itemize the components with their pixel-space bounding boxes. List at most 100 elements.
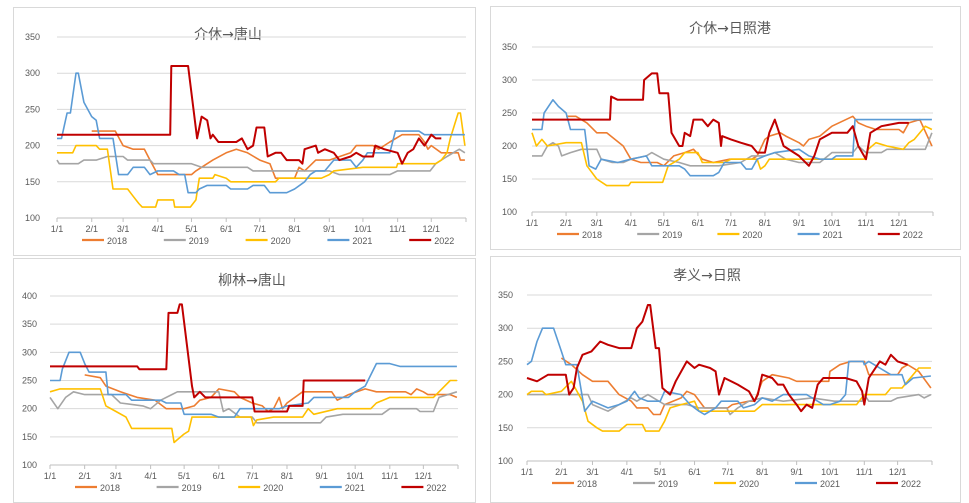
legend-label-2019: 2019 (662, 230, 682, 240)
x-tick-label: 6/1 (213, 471, 226, 481)
series-line-2020 (57, 112, 466, 208)
y-tick-label: 100 (502, 207, 517, 217)
y-tick-label: 200 (502, 141, 517, 151)
series-line-2021 (50, 351, 457, 418)
y-tick-label: 100 (22, 460, 37, 470)
series-line-2022 (50, 303, 366, 413)
x-tick-label: 1/1 (521, 467, 534, 477)
legend-label-2018: 2018 (100, 483, 120, 493)
y-tick-label: 350 (498, 290, 513, 300)
y-tick-label: 200 (498, 390, 513, 400)
legend-label-2018: 2018 (582, 230, 602, 240)
x-tick-label: 1/1 (51, 224, 64, 234)
x-tick-label: 8/1 (288, 224, 301, 234)
x-tick-label: 9/1 (315, 471, 328, 481)
x-tick-label: 8/1 (281, 471, 294, 481)
y-tick-label: 200 (22, 404, 37, 414)
legend-label-2018: 2018 (577, 479, 597, 489)
legend-label-2021: 2021 (345, 483, 365, 493)
x-tick-label: 6/1 (692, 218, 705, 228)
series-line-2019 (532, 132, 933, 167)
legend-label-2021: 2021 (352, 236, 372, 246)
x-tick-label: 11/1 (856, 467, 873, 477)
x-tick-label: 9/1 (793, 218, 806, 228)
y-tick-label: 250 (22, 376, 37, 386)
x-tick-label: 7/1 (722, 467, 735, 477)
x-tick-label: 2/1 (85, 224, 98, 234)
y-tick-label: 400 (22, 291, 37, 301)
x-tick-label: 4/1 (621, 467, 634, 477)
y-tick-label: 150 (498, 423, 513, 433)
x-tick-label: 9/1 (323, 224, 336, 234)
y-tick-label: 350 (22, 319, 37, 329)
series-line-2018 (566, 115, 933, 167)
series-line-2022 (526, 304, 908, 413)
x-tick-label: 10/1 (821, 467, 839, 477)
chart-title: 介休→唐山 (194, 27, 262, 43)
series-line-2019 (56, 148, 466, 176)
y-tick-label: 150 (22, 432, 37, 442)
x-tick-label: 6/1 (688, 467, 701, 477)
x-tick-label: 8/1 (756, 467, 769, 477)
chart-title: 孝义→日照 (673, 268, 741, 284)
y-tick-label: 200 (25, 141, 40, 151)
chart-title: 柳林→唐山 (218, 273, 286, 289)
x-tick-label: 12/1 (890, 218, 908, 228)
x-tick-label: 12/1 (422, 224, 440, 234)
series-line-2018 (84, 374, 458, 413)
legend-label-2019: 2019 (182, 483, 202, 493)
x-tick-label: 10/1 (823, 218, 841, 228)
chart-title: 介休→日照港 (689, 21, 771, 37)
x-tick-label: 12/1 (415, 471, 433, 481)
series-line-2022 (532, 72, 909, 167)
x-tick-label: 11/1 (381, 471, 398, 481)
y-tick-label: 300 (25, 68, 40, 78)
series-line-2021 (532, 99, 932, 177)
x-tick-label: 3/1 (586, 467, 599, 477)
y-tick-label: 300 (22, 347, 37, 357)
x-tick-label: 5/1 (178, 471, 191, 481)
legend-label-2020: 2020 (271, 236, 291, 246)
series-line-2022 (57, 65, 442, 165)
x-tick-label: 4/1 (625, 218, 638, 228)
series-line-2021 (57, 72, 465, 194)
y-tick-label: 300 (498, 323, 513, 333)
y-tick-label: 300 (502, 75, 517, 85)
y-tick-label: 350 (502, 42, 517, 52)
series-line-2019 (49, 390, 458, 424)
x-tick-label: 2/1 (78, 471, 91, 481)
legend-label-2022: 2022 (426, 483, 446, 493)
legend-label-2022: 2022 (901, 479, 921, 489)
x-tick-label: 4/1 (152, 224, 165, 234)
x-tick-label: 11/1 (858, 218, 875, 228)
x-tick-label: 9/1 (790, 467, 803, 477)
x-tick-label: 10/1 (346, 471, 364, 481)
x-tick-label: 5/1 (654, 467, 667, 477)
y-tick-label: 250 (502, 108, 517, 118)
legend-label-2020: 2020 (263, 483, 283, 493)
legend-label-2022: 2022 (903, 230, 923, 240)
series-line-2020 (49, 379, 457, 444)
legend-label-2022: 2022 (434, 236, 454, 246)
legend-label-2018: 2018 (107, 236, 127, 246)
y-tick-label: 350 (25, 32, 40, 42)
y-tick-label: 100 (25, 213, 40, 223)
x-tick-label: 5/1 (185, 224, 198, 234)
series-line-2020 (526, 367, 931, 432)
x-tick-label: 3/1 (591, 218, 604, 228)
x-tick-label: 7/1 (725, 218, 738, 228)
y-tick-label: 250 (25, 104, 40, 114)
y-tick-label: 100 (498, 456, 513, 466)
x-tick-label: 7/1 (246, 471, 259, 481)
series-line-2021 (526, 327, 931, 416)
legend-label-2020: 2020 (742, 230, 762, 240)
series-line-2020 (531, 125, 933, 187)
legend-label-2019: 2019 (189, 236, 209, 246)
x-tick-label: 4/1 (144, 471, 157, 481)
legend-label-2021: 2021 (820, 479, 840, 489)
x-tick-label: 3/1 (117, 224, 130, 234)
legend-label-2021: 2021 (823, 230, 843, 240)
legend-label-2019: 2019 (658, 479, 678, 489)
x-tick-label: 5/1 (658, 218, 671, 228)
